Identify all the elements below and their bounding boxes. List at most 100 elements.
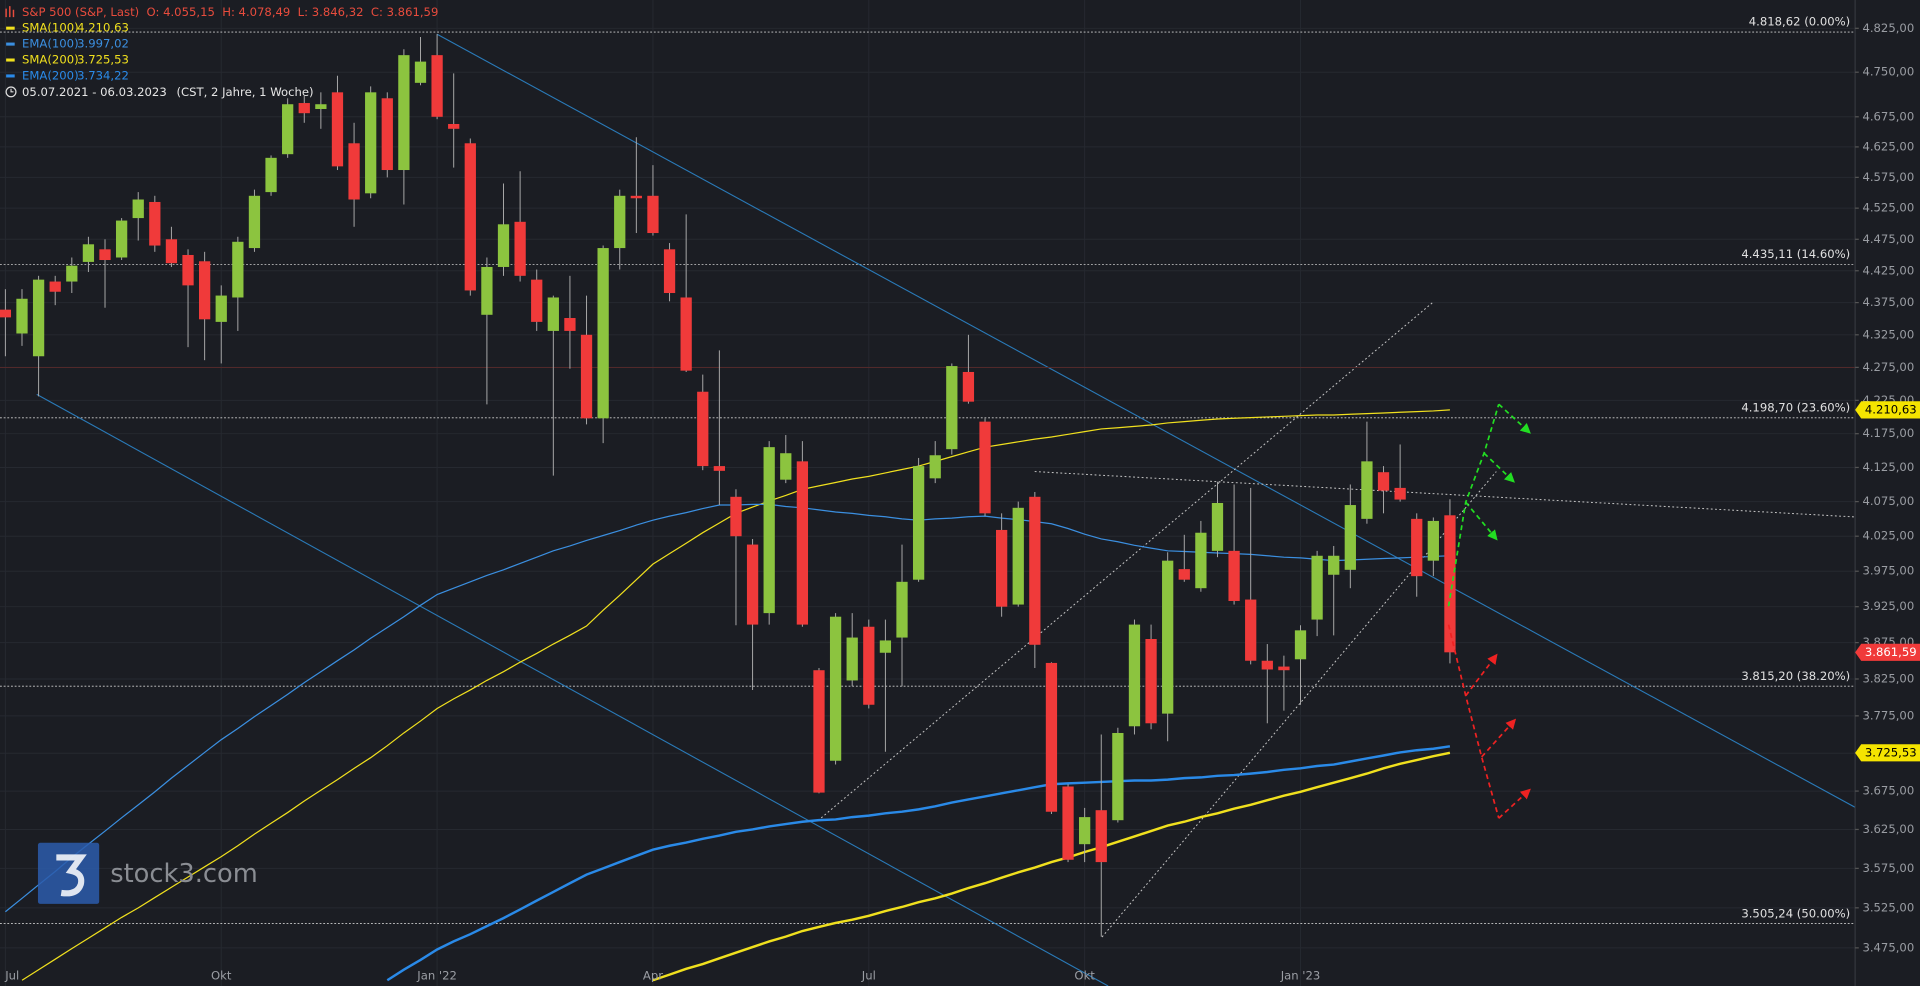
candle-body [514,221,526,276]
legend-name: SMA(200) [22,53,79,67]
y-tick-label: 4.525,00 [1862,201,1914,215]
candle-body [896,581,908,638]
candle-body [531,279,543,322]
candle-body [132,199,144,219]
candle-body [697,391,709,467]
dotted-trendline [1101,471,1497,938]
candle-body [431,55,443,117]
candle-body [946,366,958,450]
level-label: 3.505,24 (50.00%) [1741,906,1850,920]
y-tick-label: 4.675,00 [1862,109,1914,123]
y-tick-label: 4.475,00 [1862,232,1914,246]
candle-body [1411,518,1423,577]
price-tag-label: 3.725,53 [1865,745,1917,759]
legend-name: EMA(100) [22,37,79,51]
candle-body [1211,502,1224,551]
price-tag-label: 4.210,63 [1865,402,1917,416]
watermark: stock3.com [110,859,258,889]
candle-body [265,157,277,193]
level-label: 3.815,20 (38.20%) [1741,669,1850,683]
price-tags: 4.210,63 3.861,59 3.725,53 [1855,401,1920,762]
price-tag [1855,401,1920,419]
legend-name: EMA(200) [22,68,79,82]
scenario-arrows [1447,403,1531,819]
chart-icon [5,6,15,18]
candle-body [1361,461,1373,519]
candle-body [879,640,892,653]
candle-body [680,297,692,371]
candle-body [32,279,45,357]
candle-body [1128,624,1141,727]
candle-body [829,616,842,761]
candle-body [580,334,593,419]
candle-body [165,239,178,264]
candle-body [16,298,28,334]
candle-body [780,453,792,480]
bull-arrow [1483,452,1515,483]
candle-body [1145,638,1157,724]
y-tick-label: 3.925,00 [1862,599,1914,613]
candle-body [1062,786,1074,860]
x-tick-label: Apr [643,969,663,983]
y-tick-label: 3.675,00 [1862,784,1914,798]
candle-body [1112,732,1124,821]
candle-body [1278,666,1290,671]
ohlc-open: O: 4.055,15 [147,5,215,19]
candle-body [1012,507,1024,605]
y-tick-label: 4.275,00 [1862,360,1914,374]
candle-body [1377,472,1390,491]
candle-body [298,103,310,114]
candle-body [1195,532,1207,589]
y-tick-label: 4.125,00 [1862,460,1914,474]
candle-body [979,421,991,514]
candle-body [813,670,825,793]
indicator-line [386,745,1451,982]
candle-body [464,143,476,291]
logo-glyph [56,854,87,897]
candle-body [1444,515,1456,653]
x-tick-label: Okt [211,969,232,983]
logo: stock3.com [37,842,258,904]
candle-body [1427,520,1439,561]
trendline [436,33,1920,844]
candle-body [448,123,460,129]
x-tick-label: Okt [1074,969,1095,983]
candle-body [215,295,227,322]
y-tick-label: 3.525,00 [1862,900,1914,914]
candle-body [115,220,128,258]
y-tick-label: 3.775,00 [1862,708,1914,722]
candles [0,34,1456,937]
candle-body [1162,560,1174,714]
candle-body [282,104,294,155]
candle-body [746,544,759,625]
candle-body [1178,569,1190,580]
candle-body [1045,662,1058,812]
candle-body [1079,817,1091,845]
candle-body [497,224,510,267]
range-info: (CST, 2 Jahre, 1 Woche) [177,84,314,98]
level-label: 4.435,11 (14.60%) [1741,247,1850,261]
candle-body [182,254,194,286]
legend: SMA(100)4.210,63 EMA(100)3.997,02 SMA(200)… [6,21,129,82]
date-line: 05.07.2021 - 06.03.2023 (CST, 2 Jahre, 1 … [22,84,314,98]
y-tick-label: 4.375,00 [1862,295,1914,309]
x-tick-label: Jul [861,969,876,983]
candle-body [381,98,393,171]
candle-body [630,195,642,199]
legend-value: 4.210,63 [77,21,129,35]
candle-body [1245,599,1257,661]
chart-title: S&P 500 (S&P, Last) [22,5,139,19]
y-tick-label: 4.750,00 [1862,65,1914,79]
bear-arrow [1498,788,1531,819]
candle-body [597,248,609,419]
candle-body [348,143,360,200]
candle-body [232,241,244,298]
candle-body [99,249,111,261]
price-tag [1855,643,1920,661]
y-tick-label: 3.825,00 [1862,671,1914,685]
ohlc-low: L: 3.846,32 [298,5,364,19]
candle-body [962,371,975,402]
candle-body [149,201,161,246]
y-tick-label: 4.325,00 [1862,327,1914,341]
